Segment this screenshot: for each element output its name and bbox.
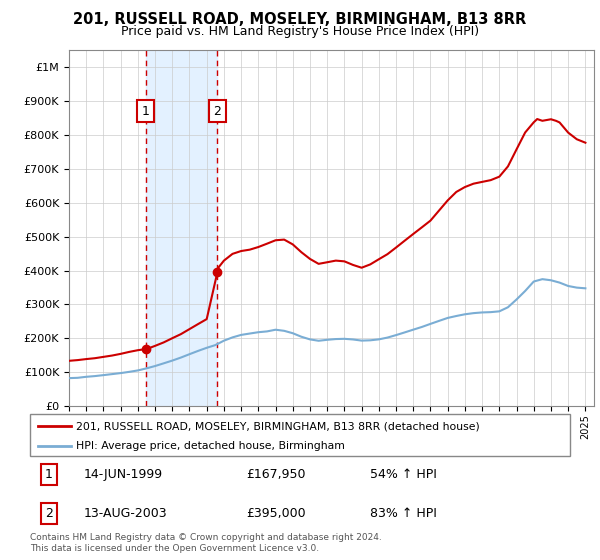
FancyBboxPatch shape [30,414,570,456]
Text: 201, RUSSELL ROAD, MOSELEY, BIRMINGHAM, B13 8RR (detached house): 201, RUSSELL ROAD, MOSELEY, BIRMINGHAM, … [76,421,479,431]
Text: 14-JUN-1999: 14-JUN-1999 [84,468,163,481]
Text: 54% ↑ HPI: 54% ↑ HPI [370,468,437,481]
Text: £395,000: £395,000 [246,507,305,520]
Text: £167,950: £167,950 [246,468,305,481]
Text: 201, RUSSELL ROAD, MOSELEY, BIRMINGHAM, B13 8RR: 201, RUSSELL ROAD, MOSELEY, BIRMINGHAM, … [73,12,527,27]
Text: HPI: Average price, detached house, Birmingham: HPI: Average price, detached house, Birm… [76,441,345,451]
Text: 2: 2 [214,105,221,118]
Text: 13-AUG-2003: 13-AUG-2003 [84,507,167,520]
Text: 1: 1 [45,468,53,481]
Bar [146,50,217,406]
Text: 1: 1 [142,105,149,118]
Text: 2: 2 [45,507,53,520]
Text: 83% ↑ HPI: 83% ↑ HPI [370,507,437,520]
Text: Price paid vs. HM Land Registry's House Price Index (HPI): Price paid vs. HM Land Registry's House … [121,25,479,38]
Text: Contains HM Land Registry data © Crown copyright and database right 2024.
This d: Contains HM Land Registry data © Crown c… [30,533,382,553]
